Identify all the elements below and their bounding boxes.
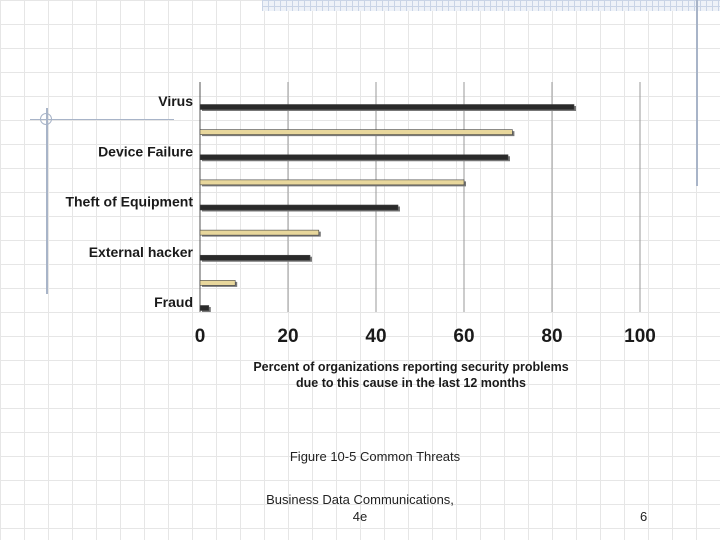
figure-caption: Figure 10-5 Common Threats	[289, 449, 461, 464]
decorative-vertical-line-left	[46, 108, 48, 294]
bar-chart: Virus Device Failure Theft of Equipment Ext…	[65, 82, 656, 390]
x-axis-label-line-1: Percent of organizations reporting secur…	[253, 360, 568, 374]
category-label: Fraud	[154, 294, 193, 310]
x-tick-label: 0	[195, 326, 206, 347]
x-tick-label: 40	[365, 326, 386, 347]
category-label: Virus	[158, 93, 193, 109]
decorative-vertical-line-right	[696, 0, 698, 186]
bar	[199, 179, 465, 186]
bar	[199, 254, 311, 261]
bar	[199, 229, 320, 236]
bar	[199, 154, 509, 161]
bar	[199, 280, 236, 286]
decorative-horizontal-line	[30, 119, 174, 120]
x-tick-label: 80	[541, 326, 562, 347]
category-labels: Virus Device Failure Theft of Equipment Ext…	[65, 93, 193, 310]
bar	[199, 305, 210, 311]
footer-line-2: 4e	[352, 509, 368, 524]
page-number: 6	[640, 509, 648, 524]
footer-book-title: Business Data Communications, 4e	[240, 491, 480, 525]
bar	[199, 204, 399, 211]
x-tick-label: 100	[624, 326, 656, 347]
decorative-circle	[40, 113, 52, 125]
x-axis-label-line-2: due to this cause in the last 12 months	[296, 376, 526, 390]
chart-grid	[199, 82, 641, 312]
x-tick-label: 60	[453, 326, 474, 347]
decorative-band	[262, 0, 720, 11]
footer-line-1: Business Data Communications,	[266, 492, 454, 507]
category-label: External hacker	[89, 244, 194, 260]
bar	[199, 104, 575, 110]
category-label: Theft of Equipment	[65, 194, 193, 210]
category-label: Device Failure	[98, 143, 193, 159]
x-tick-labels: 0 20 40 60 80 100	[195, 326, 656, 347]
bar	[199, 129, 513, 135]
x-tick-label: 20	[277, 326, 298, 347]
chart-bars	[199, 104, 576, 312]
